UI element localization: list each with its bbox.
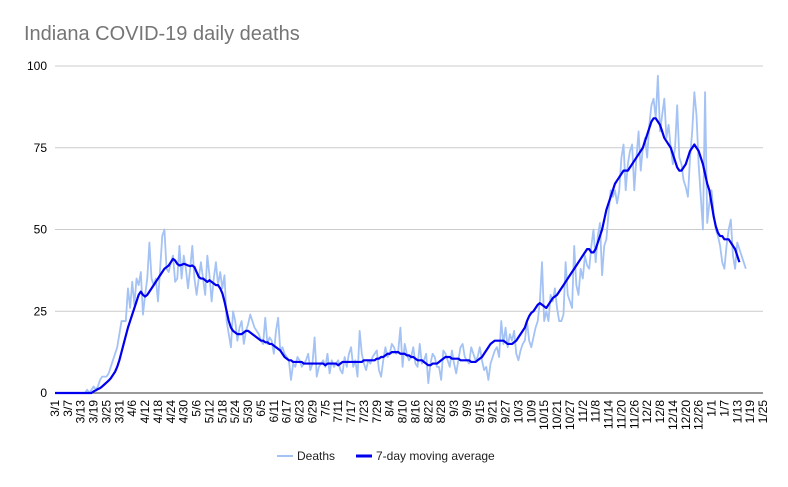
y-axis-ticks: 0 25 50 75 100 [27, 59, 47, 400]
x-tick-label: 10/27 [563, 400, 577, 430]
x-tick-label: 9/15 [473, 400, 487, 424]
x-tick-label: 1/25 [756, 400, 770, 424]
y-tick-label: 25 [34, 304, 48, 318]
x-tick-label: 9/9 [460, 400, 474, 417]
x-tick-label: 11/20 [614, 400, 628, 429]
x-tick-label: 12/20 [679, 400, 693, 430]
x-tick-label: 4/30 [177, 400, 191, 424]
x-tick-label: 3/1 [48, 400, 62, 417]
legend-label-deaths: Deaths [297, 449, 335, 463]
x-tick-label: 8/10 [396, 400, 410, 424]
x-tick-label: 3/25 [99, 400, 113, 424]
series-line-moving-average [55, 117, 741, 395]
x-tick-label: 12/14 [666, 400, 680, 430]
x-axis-ticks: 3/13/73/133/193/253/314/64/124/184/244/3… [48, 400, 770, 430]
x-tick-label: 1/1 [705, 400, 719, 417]
x-tick-label: 11/8 [589, 400, 603, 423]
x-tick-label: 8/22 [421, 400, 435, 424]
x-tick-label: 3/7 [61, 400, 75, 417]
x-tick-label: 8/4 [383, 400, 397, 417]
x-tick-label: 12/26 [692, 400, 706, 430]
x-tick-label: 8/28 [434, 400, 448, 424]
y-tick-label: 50 [34, 223, 48, 237]
x-tick-label: 4/18 [151, 400, 165, 424]
x-tick-label: 1/7 [717, 400, 731, 417]
x-tick-label: 6/17 [280, 400, 294, 424]
y-tick-label: 0 [40, 386, 47, 400]
x-tick-label: 9/27 [499, 400, 513, 424]
x-tick-label: 11/2 [576, 400, 590, 423]
x-tick-label: 11/14 [602, 400, 616, 429]
x-tick-label: 9/3 [447, 400, 461, 417]
x-tick-label: 11/26 [627, 400, 641, 429]
x-tick-label: 6/11 [267, 400, 281, 423]
x-tick-label: 10/15 [537, 400, 551, 430]
x-tick-label: 3/13 [74, 400, 88, 424]
x-tick-label: 4/6 [125, 400, 139, 417]
x-tick-label: 3/31 [112, 400, 126, 424]
x-tick-label: 3/19 [87, 400, 101, 424]
x-tick-label: 6/5 [254, 400, 268, 417]
x-tick-label: 7/5 [318, 400, 332, 417]
chart-title: Indiana COVID-19 daily deaths [24, 23, 300, 45]
series-lines [55, 74, 747, 395]
x-tick-label: 7/29 [370, 400, 384, 424]
y-tick-label: 75 [34, 141, 48, 155]
x-tick-label: 6/29 [305, 400, 319, 424]
y-tick-label: 100 [27, 59, 47, 73]
x-tick-label: 7/23 [357, 400, 371, 424]
x-tick-label: 1/19 [743, 400, 757, 424]
x-tick-label: 10/3 [511, 400, 525, 424]
x-tick-label: 5/12 [202, 400, 216, 424]
x-tick-label: 4/12 [138, 400, 152, 424]
x-tick-label: 5/24 [228, 400, 242, 424]
legend-label-moving-average: 7-day moving average [376, 449, 495, 463]
legend: Deaths 7-day moving average [277, 449, 495, 463]
x-tick-label: 7/17 [344, 400, 358, 424]
x-tick-label: 5/18 [215, 400, 229, 424]
x-tick-label: 12/8 [653, 400, 667, 424]
gridlines [55, 65, 763, 394]
x-tick-label: 5/6 [190, 400, 204, 417]
x-tick-label: 10/9 [524, 400, 538, 424]
x-tick-label: 8/16 [408, 400, 422, 424]
x-tick-label: 12/2 [640, 400, 654, 424]
x-tick-label: 4/24 [164, 400, 178, 424]
x-tick-label: 5/30 [241, 400, 255, 424]
x-tick-label: 1/13 [730, 400, 744, 424]
x-tick-label: 9/21 [486, 400, 500, 424]
x-tick-label: 7/11 [331, 400, 345, 423]
x-tick-label: 10/21 [550, 400, 564, 430]
series-line-deaths [55, 74, 747, 394]
x-tick-label: 6/23 [293, 400, 307, 424]
